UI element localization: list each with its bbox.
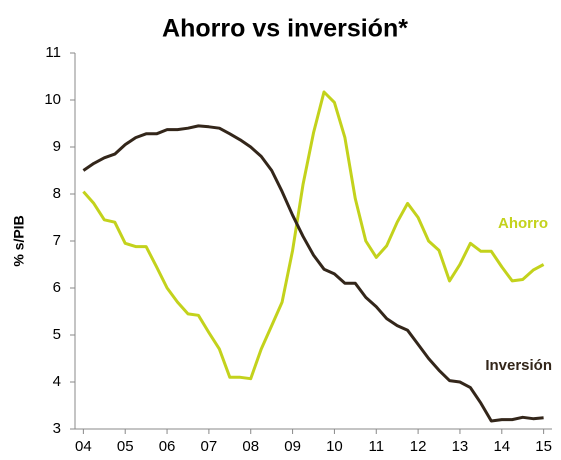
line [82,124,544,423]
x-tick-label: 14 [493,438,510,455]
y-tick-label: 7 [53,232,61,249]
x-tick-label: 05 [117,438,134,455]
x-tick-label: 07 [201,438,218,455]
x-tick-label: 04 [75,438,92,455]
x-tick-label: 15 [535,438,552,455]
y-tick-label: 4 [53,373,61,390]
x-tick-label: 13 [452,438,469,455]
x-tick-label: 10 [326,438,343,455]
series-label: Ahorro [498,215,548,232]
series-label: Inversión [485,357,552,374]
x-tick-label: 06 [159,438,176,455]
x-tick-label: 08 [242,438,259,455]
y-tick-label: 10 [44,91,61,108]
x-tick-label: 12 [410,438,427,455]
y-tick-label: 3 [53,420,61,437]
y-tick-label: 11 [45,44,61,61]
y-tick-label: 9 [53,138,61,155]
y-tick-label: 8 [53,185,61,202]
y-axis-label: % s/PIB [11,215,27,266]
line [82,90,545,381]
chart-title: Ahorro vs inversión* [162,15,408,43]
x-tick-label: 11 [368,438,384,455]
y-tick-label: 5 [53,326,61,343]
x-tick-label: 09 [284,438,301,455]
y-tick-label: 6 [53,279,61,296]
